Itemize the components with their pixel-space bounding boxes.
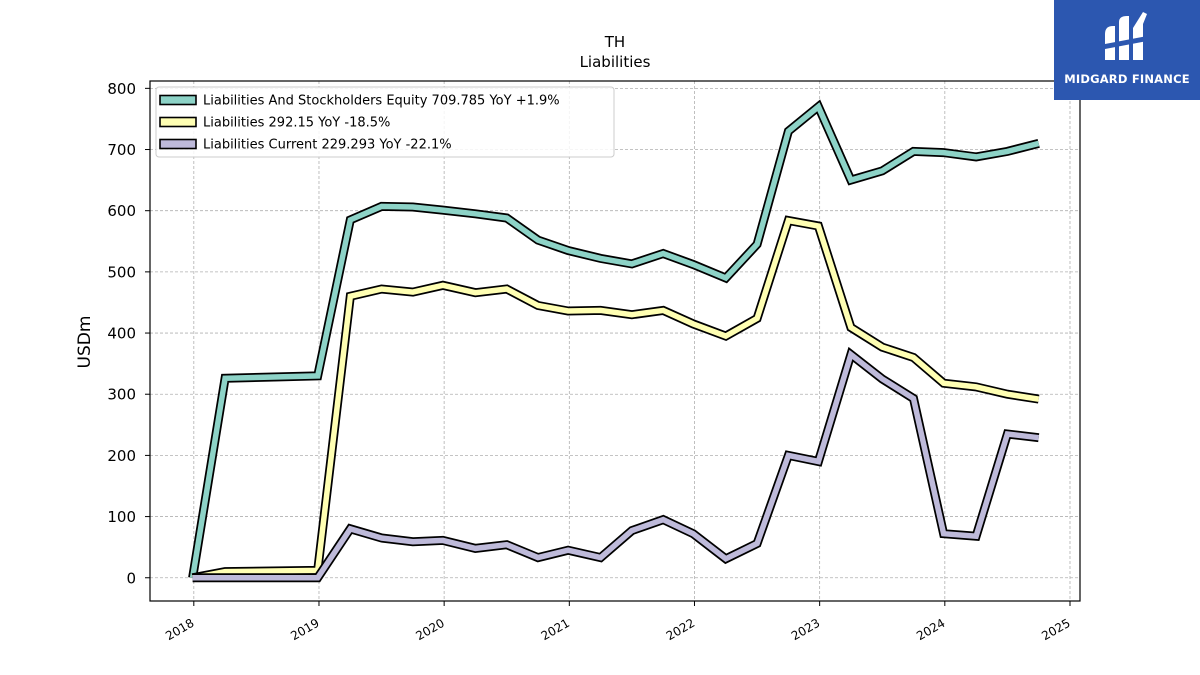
series-line [189,102,1040,579]
x-tick-label: 2022 [664,616,697,643]
y-tick-label: 800 [107,80,136,98]
legend-entry: Liabilities Current 229.293 YoY -22.1% [203,138,452,153]
legend-swatch [159,116,197,128]
y-tick-label: 200 [107,447,136,465]
y-tick-label: 0 [126,569,136,587]
chart-subtitle: Liabilities [580,53,651,71]
x-tick-label: 2020 [413,616,446,643]
x-tick-label: 2025 [1039,616,1072,643]
x-tick-label: 2019 [288,616,321,643]
x-tick-label: 2024 [914,616,947,643]
legend-entry: Liabilities 292.15 YoY -18.5% [203,116,390,131]
chart-title: TH [604,33,625,51]
axes-frame [149,80,1081,602]
legend-swatch [159,94,197,106]
midgard-logo-icon [1105,12,1147,60]
midgard-finance-logo: MIDGARD FINANCE [1054,0,1200,100]
y-tick-label: 500 [107,263,136,281]
x-tick-label: 2021 [539,616,572,643]
y-axis-label: USDm [75,316,95,369]
y-tick-label: 700 [107,141,136,159]
y-tick-label: 600 [107,202,136,220]
series-line [192,217,1040,581]
plot-frame [149,80,1081,602]
y-tick-label: 100 [107,508,136,526]
legend-swatch [159,138,197,150]
x-tick-label: 2023 [789,616,822,643]
legend: Liabilities And Stockholders Equity 709.… [155,86,615,158]
series-line [192,349,1040,581]
legend-box [155,86,615,158]
series-lines [188,99,1040,583]
logo-text: MIDGARD FINANCE [1064,72,1190,86]
y-tick-label: 300 [107,386,136,404]
series-outline [188,99,1040,579]
y-tick-label: 400 [107,325,136,343]
legend-entry: Liabilities And Stockholders Equity 709.… [203,94,560,109]
x-tick-label: 2018 [163,616,196,643]
